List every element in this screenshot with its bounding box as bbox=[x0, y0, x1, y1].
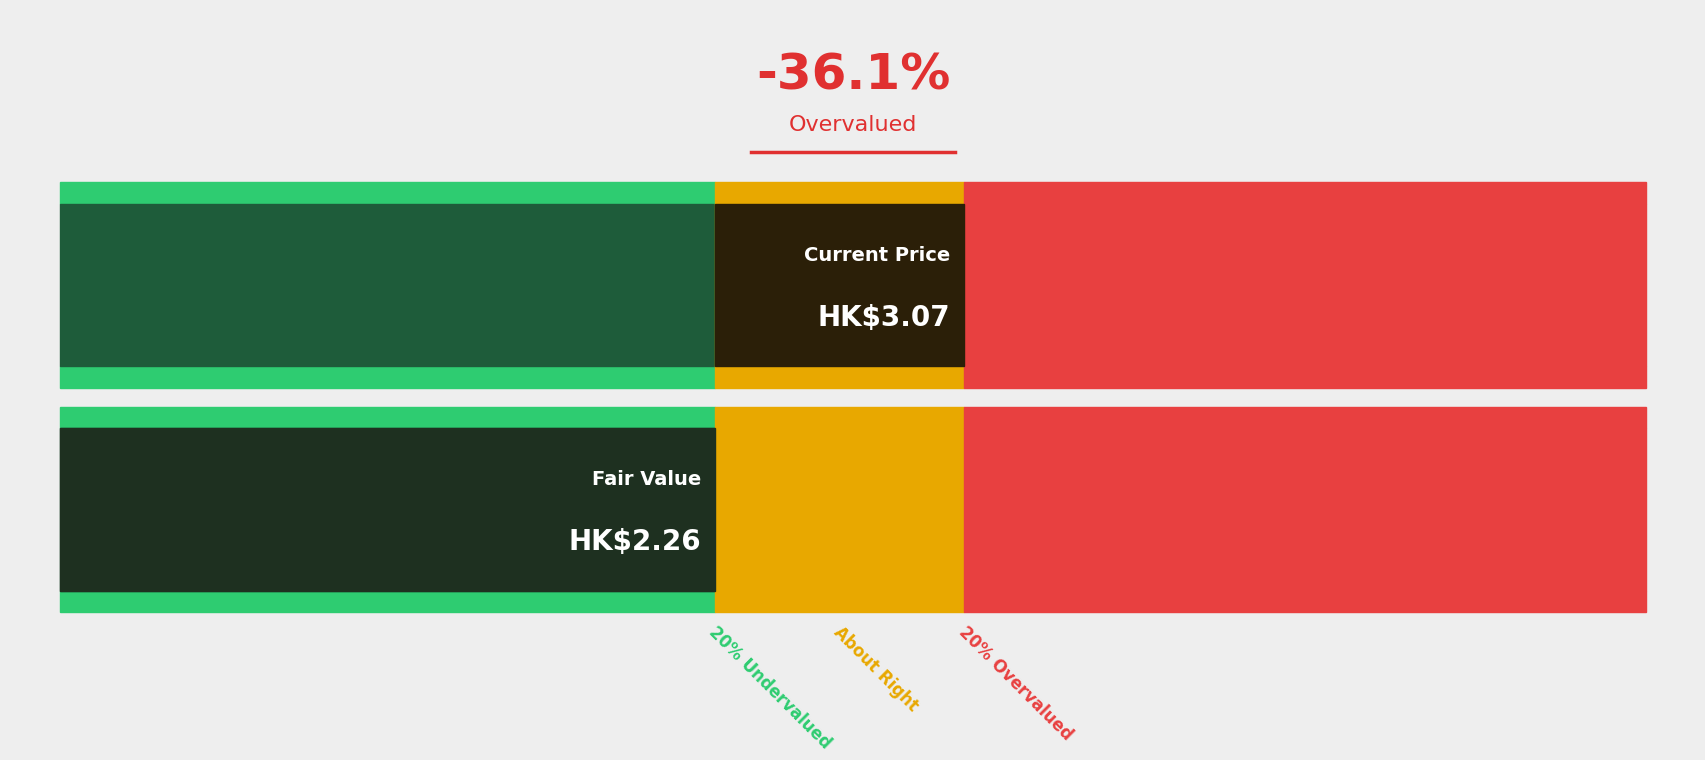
Bar bbox=[963, 204, 1645, 366]
Text: -36.1%: -36.1% bbox=[755, 52, 950, 100]
Bar bbox=[60, 407, 714, 428]
Bar bbox=[714, 204, 963, 366]
Text: 20% Overvalued: 20% Overvalued bbox=[955, 623, 1074, 744]
Bar bbox=[60, 591, 714, 612]
Bar bbox=[963, 428, 1645, 591]
Text: About Right: About Right bbox=[830, 623, 921, 715]
Bar bbox=[714, 428, 963, 591]
Bar bbox=[714, 407, 963, 428]
Bar bbox=[714, 591, 963, 612]
Bar bbox=[963, 591, 1645, 612]
Bar bbox=[60, 428, 714, 591]
Text: 20% Undervalued: 20% Undervalued bbox=[706, 623, 834, 752]
Text: Current Price: Current Price bbox=[803, 246, 950, 265]
Bar bbox=[60, 204, 714, 366]
Bar bbox=[714, 366, 963, 388]
Bar bbox=[963, 182, 1645, 204]
Bar bbox=[60, 366, 714, 388]
Text: Overvalued: Overvalued bbox=[788, 116, 917, 135]
Text: HK$3.07: HK$3.07 bbox=[817, 303, 950, 331]
Text: HK$2.26: HK$2.26 bbox=[568, 527, 701, 556]
Bar bbox=[963, 366, 1645, 388]
Text: Fair Value: Fair Value bbox=[592, 470, 701, 489]
Bar bbox=[60, 182, 714, 204]
Bar bbox=[60, 428, 714, 591]
Bar bbox=[963, 407, 1645, 428]
Bar bbox=[714, 204, 963, 366]
Bar bbox=[714, 182, 963, 204]
